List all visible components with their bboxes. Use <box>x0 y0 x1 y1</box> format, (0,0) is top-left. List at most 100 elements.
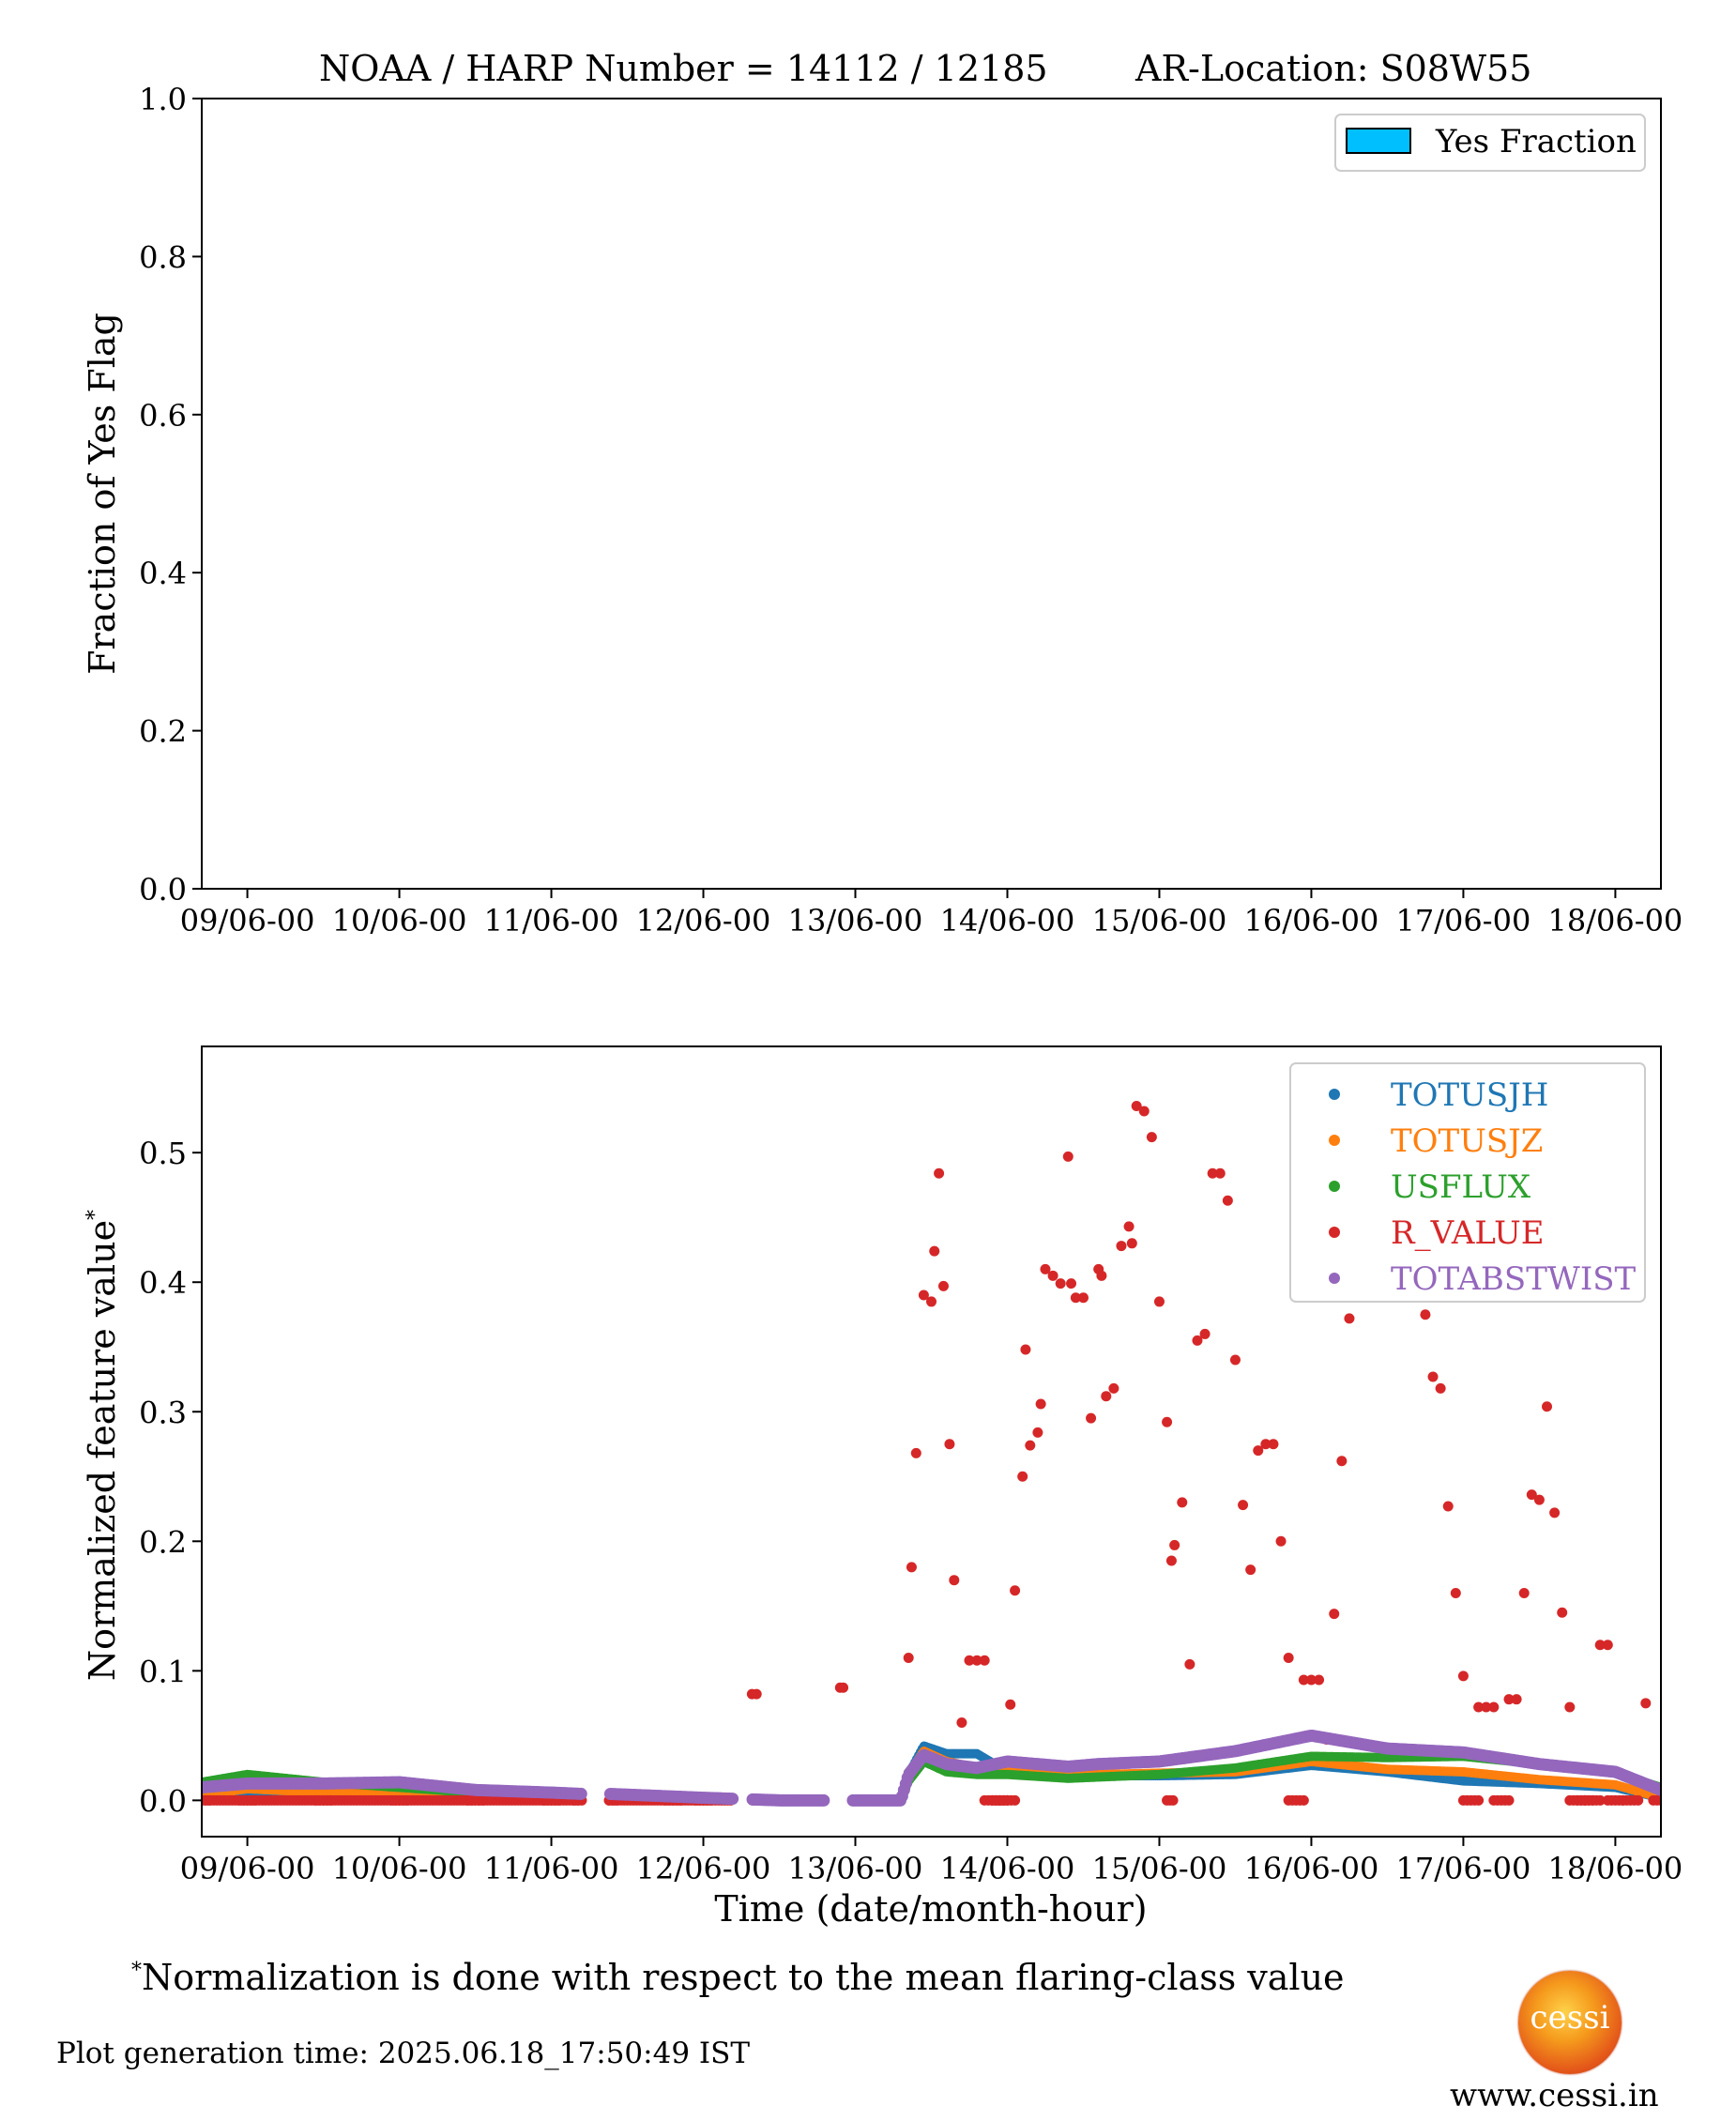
bottom-xtick-label: 11/06-00 <box>484 1851 619 1886</box>
r-value-point <box>903 1653 914 1664</box>
r-value-point <box>1116 1241 1127 1252</box>
r-value-point <box>838 1682 849 1693</box>
r-value-point <box>1131 1100 1142 1111</box>
r-value-point <box>1055 1278 1066 1289</box>
bottom-ytick-label: 0.4 <box>139 1265 187 1301</box>
top-xtick-label: 15/06-00 <box>1092 903 1227 938</box>
normalization-footnote: *Normalization is done with respect to t… <box>131 1957 1345 1998</box>
r-value-point <box>1214 1167 1226 1179</box>
series-totabstwist <box>203 1729 1660 1807</box>
r-value-point <box>1275 1535 1287 1547</box>
website-link[interactable]: www.cessi.in <box>1450 2077 1659 2114</box>
top-ytick-label: 1.0 <box>139 82 187 117</box>
top-y-axis: 0.0 0.2 0.4 0.6 0.8 1.0 <box>139 82 202 908</box>
r-value-point <box>1268 1439 1279 1450</box>
top-ytick-label: 0.4 <box>139 556 187 591</box>
r-value-point <box>1481 1701 1492 1713</box>
r-value-point <box>1010 1794 1021 1806</box>
r-value-point <box>1655 1794 1660 1806</box>
r-value-point <box>1169 1539 1180 1550</box>
top-xtick-label: 09/06-00 <box>180 903 315 938</box>
r-value-point <box>979 1655 990 1666</box>
r-value-point <box>1314 1674 1325 1686</box>
top-xtick-label: 17/06-00 <box>1396 903 1531 938</box>
r-value-point <box>1457 1671 1469 1682</box>
top-xtick-label: 16/06-00 <box>1244 903 1379 938</box>
r-value-point <box>1010 1585 1021 1596</box>
bottom-ytick-label: 0.3 <box>139 1395 187 1430</box>
r-value-point <box>1557 1607 1568 1618</box>
r-value-point <box>1017 1471 1028 1482</box>
top-legend-swatch <box>1346 128 1411 154</box>
r-value-point <box>1184 1658 1195 1670</box>
r-value-point <box>1165 1555 1177 1566</box>
point-totabstwist <box>726 1793 739 1806</box>
top-ytick-label: 0.6 <box>139 398 187 434</box>
plot-generation-time: Plot generation time: 2025.06.18_17:50:4… <box>56 2037 751 2070</box>
r-value-point <box>1096 1270 1107 1281</box>
r-value-point <box>1062 1151 1074 1162</box>
r-value-point <box>1153 1296 1165 1307</box>
bottom-x-axis-label: Time (date/month-hour) <box>714 1888 1147 1930</box>
r-value-point <box>1070 1292 1081 1304</box>
r-value-point <box>1146 1132 1157 1143</box>
r-value-point <box>918 1289 929 1301</box>
r-value-point <box>1001 1794 1013 1806</box>
point-totabstwist <box>817 1793 830 1807</box>
bottom-legend-frame <box>1289 1062 1646 1303</box>
r-value-point <box>1473 1701 1485 1713</box>
r-value-point <box>1420 1309 1431 1320</box>
figure-title-left: NOAA / HARP Number = 14112 / 12185 <box>319 48 1048 89</box>
r-value-point <box>1542 1401 1553 1412</box>
r-value-point <box>944 1439 955 1450</box>
r-value-point <box>1138 1106 1150 1117</box>
r-value-point <box>910 1447 921 1458</box>
bottom-ytick-label: 0.5 <box>139 1136 187 1171</box>
r-value-point <box>1253 1445 1264 1457</box>
r-value-point <box>964 1655 975 1666</box>
r-value-point <box>956 1717 967 1729</box>
figure-title-right: AR-Location: S08W55 <box>1134 48 1531 89</box>
r-value-point <box>1450 1587 1461 1598</box>
bottom-y-axis: 0.0 0.1 0.2 0.3 0.4 0.5 <box>139 1136 202 1819</box>
bottom-xtick-label: 18/06-00 <box>1548 1851 1683 1886</box>
r-value-point <box>949 1575 960 1586</box>
r-value-point <box>1238 1500 1249 1511</box>
legend-label-usflux: USFLUX <box>1391 1168 1531 1206</box>
feature-panel: 0.0 0.1 0.2 0.3 0.4 0.5 09/06-00 10/06-00 11/06… <box>82 1045 1683 1930</box>
r-value-point <box>929 1245 940 1257</box>
bottom-xtick-label: 12/06-00 <box>636 1851 771 1886</box>
r-value-point <box>1229 1354 1241 1366</box>
legend-label-totusjz: TOTUSJZ <box>1391 1122 1543 1160</box>
legend-marker-totusjz <box>1329 1135 1340 1146</box>
top-y-axis-label: Fraction of Yes Flag <box>82 313 123 675</box>
r-value-point <box>1473 1794 1485 1806</box>
top-legend-label: Yes Fraction <box>1435 123 1637 160</box>
r-value-point <box>1336 1456 1348 1467</box>
r-value-point <box>1108 1382 1119 1394</box>
r-value-point <box>1199 1328 1211 1339</box>
bottom-xtick-label: 15/06-00 <box>1092 1851 1227 1886</box>
bottom-xtick-label: 13/06-00 <box>788 1851 923 1886</box>
r-value-point <box>1192 1335 1203 1346</box>
r-value-point <box>1040 1263 1051 1274</box>
bottom-x-axis: 09/06-00 10/06-00 11/06-00 12/06-00 13/06-00… <box>180 1837 1683 1886</box>
r-value-point <box>1488 1701 1500 1713</box>
logo-text: cessi <box>1530 1999 1610 2037</box>
r-value-point <box>1298 1794 1309 1806</box>
r-value-point <box>1633 1794 1644 1806</box>
bottom-xtick-label: 10/06-00 <box>332 1851 467 1886</box>
r-value-point <box>1222 1195 1233 1206</box>
bottom-xtick-label: 14/06-00 <box>940 1851 1075 1886</box>
r-value-point <box>1126 1238 1137 1249</box>
r-value-point <box>1427 1371 1439 1382</box>
r-value-point <box>1123 1221 1134 1232</box>
top-plot-area <box>201 98 1662 890</box>
r-value-point <box>1329 1609 1340 1620</box>
point-totabstwist <box>574 1787 587 1800</box>
bottom-ytick-label: 0.0 <box>139 1783 187 1819</box>
top-ytick-label: 0.0 <box>139 872 187 908</box>
legend-label-r_value: R_VALUE <box>1391 1214 1545 1252</box>
cessi-logo: cessi <box>1518 1971 1622 2074</box>
